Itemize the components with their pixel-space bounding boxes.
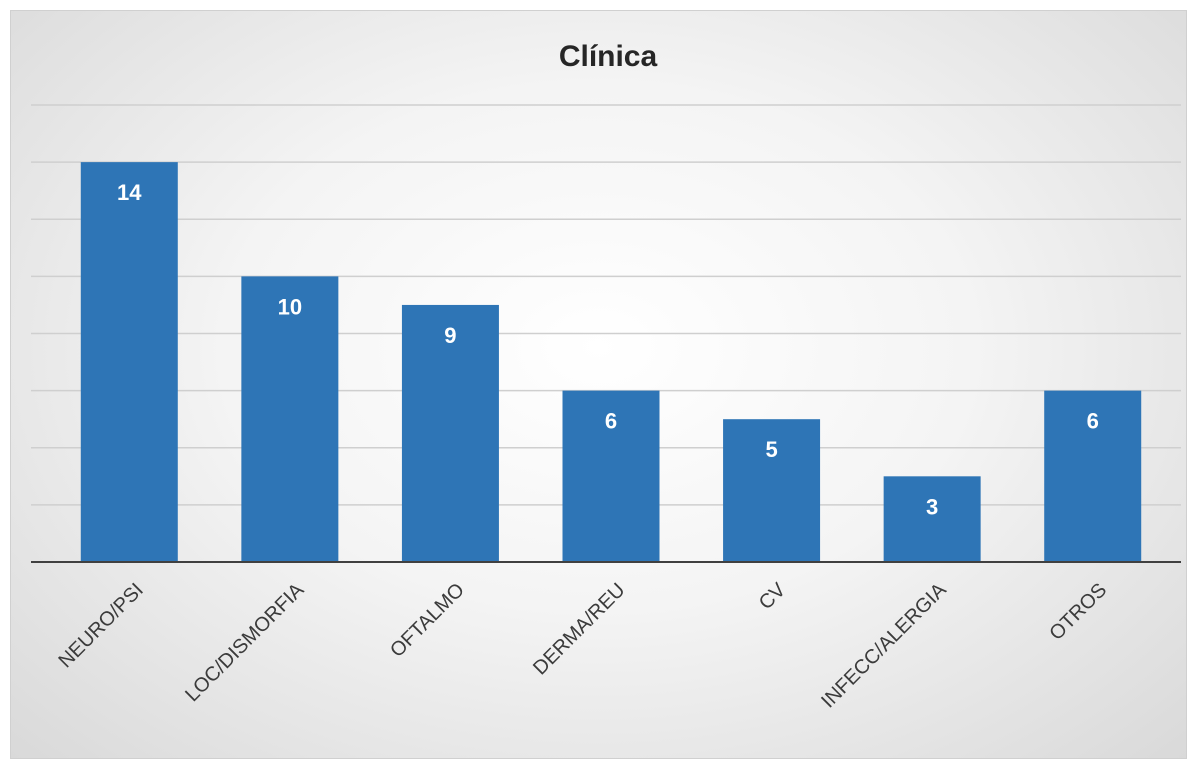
- data-label: 6: [605, 409, 617, 434]
- category-label: DERMA/REU: [529, 579, 629, 679]
- bar: [401, 304, 499, 562]
- bar: [562, 390, 660, 562]
- category-label: OTROS: [1045, 579, 1111, 645]
- data-label: 6: [1087, 409, 1099, 434]
- category-labels: NEURO/PSI LOC/DISMORFIA OFTALMO DERMA/REU CV…: [54, 579, 1111, 713]
- chart-title: Clínica: [559, 40, 658, 73]
- category-label: CV: [755, 579, 791, 615]
- bar-chart: 14 10 9 6 5 3 6 Clínica NEURO/PSI LOC/DISMORFIA…: [31, 40, 1181, 713]
- data-label: 3: [926, 494, 938, 519]
- bar: [80, 162, 178, 562]
- bar: [1044, 390, 1142, 562]
- chart-frame: 14 10 9 6 5 3 6 Clínica NEURO/PSI LOC/DISMORFIA…: [10, 10, 1187, 759]
- bar: [883, 476, 981, 562]
- data-label: 5: [765, 437, 777, 462]
- category-label: LOC/DISMORFIA: [181, 579, 309, 707]
- data-label: 10: [278, 294, 302, 319]
- bars: 14 10 9 6 5 3 6: [80, 162, 1142, 562]
- category-label: OFTALMO: [386, 579, 469, 662]
- bar: [241, 276, 339, 562]
- data-label: 14: [117, 180, 142, 205]
- bar: [723, 419, 821, 562]
- category-label: NEURO/PSI: [54, 579, 147, 672]
- data-label: 9: [444, 323, 456, 348]
- category-label: INFECC/ALERGIA: [817, 579, 951, 713]
